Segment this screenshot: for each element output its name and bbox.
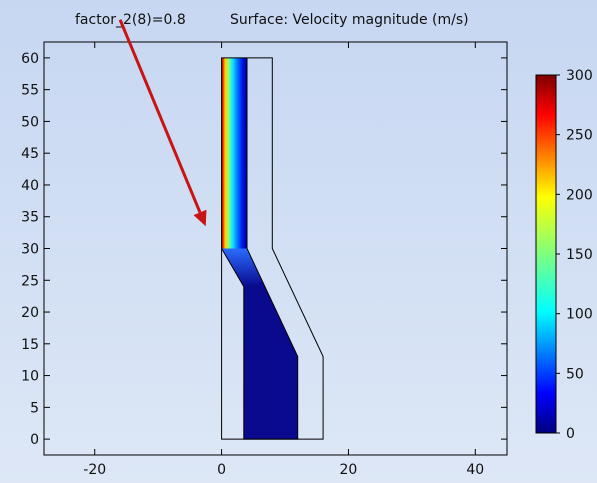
colorbar-tick-label: 300 — [566, 68, 593, 84]
y-tick-label: 15 — [21, 337, 39, 353]
y-tick-label: 40 — [21, 178, 39, 194]
x-tick-label: 20 — [340, 462, 358, 478]
y-tick-label: 20 — [21, 305, 39, 321]
x-tick-label: -20 — [83, 462, 106, 478]
arrow-shaft — [118, 19, 202, 213]
y-tick-label: 45 — [21, 146, 39, 162]
arrow-head — [193, 209, 207, 227]
plot-parameter-title: factor_2(8)=0.8 — [75, 12, 186, 28]
solid-wall-outline — [221, 57, 324, 440]
colorbar-tick-label: 50 — [566, 366, 584, 382]
y-tick-label: 55 — [21, 83, 39, 99]
color-legend: 0 50 100 150 200 250 300 — [535, 68, 593, 442]
y-tick-label: 25 — [21, 273, 39, 289]
x-axis: -20 0 20 40 — [83, 42, 484, 478]
lower-fluid-domain — [221, 248, 298, 440]
annotation-arrow — [118, 19, 207, 227]
colorbar-tick-label: 100 — [566, 307, 593, 323]
y-tick-label: 30 — [21, 242, 39, 258]
colorbar-tick-label: 200 — [566, 187, 593, 203]
y-tick-label: 5 — [30, 400, 39, 416]
upper-fluid-domain — [221, 57, 247, 249]
colorbar-tick-label: 0 — [566, 426, 575, 442]
x-tick-label: 0 — [217, 462, 226, 478]
plot-quantity-title: Surface: Velocity magnitude (m/s) — [230, 12, 469, 28]
x-tick-label: 40 — [466, 462, 484, 478]
y-tick-label: 50 — [21, 114, 39, 130]
y-tick-label: 10 — [21, 369, 39, 385]
y-tick-label: 35 — [21, 210, 39, 226]
y-tick-label: 0 — [30, 432, 39, 448]
colorbar-tick-label: 250 — [566, 128, 593, 144]
neck-transition-domain — [221, 248, 263, 287]
y-axis: 0 5 10 15 20 25 30 35 40 45 50 55 60 — [21, 51, 507, 448]
colorbar-ticks: 0 50 100 150 200 250 300 — [556, 68, 593, 442]
colorbar-tick-label: 150 — [566, 247, 593, 263]
channel-geometry — [221, 57, 324, 440]
y-tick-label: 60 — [21, 51, 39, 67]
colorbar-scale — [535, 74, 557, 434]
